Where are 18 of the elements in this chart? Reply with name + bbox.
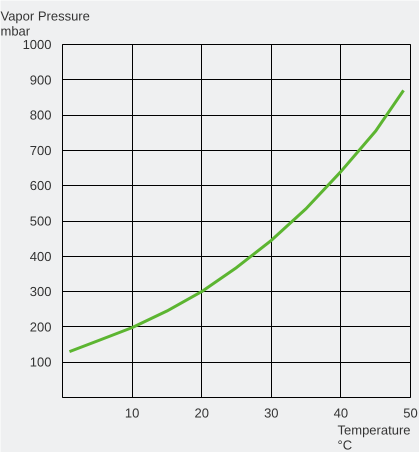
x-tick-label: 50	[403, 406, 418, 420]
x-axis-title: Temperature °C	[338, 422, 411, 452]
y-tick-label: 500	[30, 214, 52, 228]
y-tick-label: 900	[30, 72, 52, 88]
y-tick-label: 700	[30, 142, 52, 158]
x-tick-label: 10	[124, 406, 140, 420]
x-tick-label: 20	[194, 406, 209, 420]
y-axis-title: Vapor Pressure mbar	[0, 8, 90, 38]
y-tick-label: 800	[30, 108, 52, 123]
y-tick-label: 200	[30, 319, 52, 334]
y-tick-label: 1000	[22, 37, 52, 52]
y-tick-label: 100	[30, 354, 52, 370]
y-tick-label: 300	[30, 284, 52, 300]
line-series	[68, 88, 406, 354]
y-tick-label: 400	[30, 248, 52, 264]
x-tick-label: 30	[264, 406, 279, 420]
x-tick-label: 40	[334, 406, 348, 420]
y-tick-label: 600	[30, 178, 52, 194]
